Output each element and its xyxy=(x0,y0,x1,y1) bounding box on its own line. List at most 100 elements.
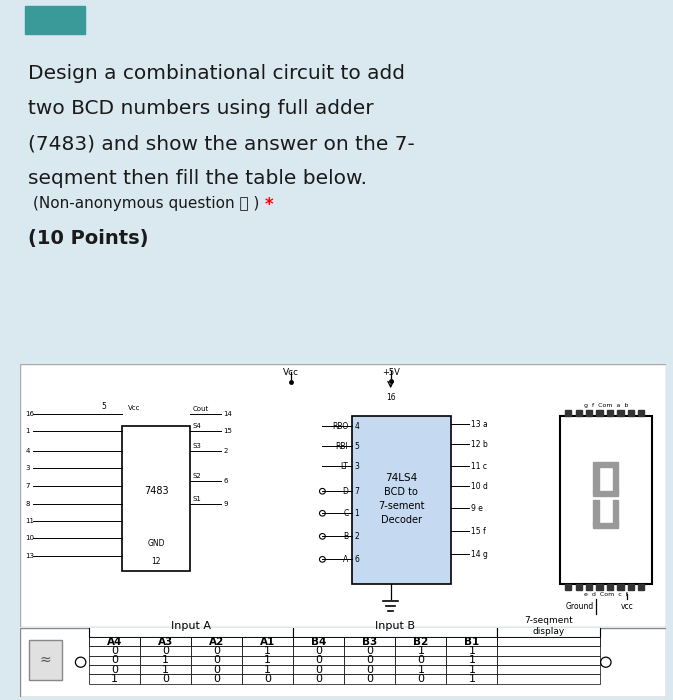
Bar xyxy=(497,637,600,647)
Text: S4: S4 xyxy=(192,423,201,429)
Text: 0: 0 xyxy=(366,646,374,656)
Text: 2: 2 xyxy=(223,448,227,454)
Bar xyxy=(293,647,345,656)
Text: 8: 8 xyxy=(26,501,30,508)
Text: (7483) and show the answer on the 7-: (7483) and show the answer on the 7- xyxy=(28,134,415,153)
Text: GND: GND xyxy=(147,539,165,548)
Bar xyxy=(617,584,624,590)
Text: 6: 6 xyxy=(223,478,228,484)
Bar xyxy=(191,647,242,656)
Bar xyxy=(89,637,140,647)
Text: (10 Points): (10 Points) xyxy=(28,229,149,248)
Text: g  f  Com  a  b: g f Com a b xyxy=(583,403,628,408)
Text: *: * xyxy=(265,196,274,214)
Bar xyxy=(293,656,345,665)
Bar xyxy=(638,584,644,590)
Text: A: A xyxy=(343,555,349,564)
Bar xyxy=(607,584,613,590)
Bar xyxy=(594,467,598,492)
Bar xyxy=(575,584,582,590)
Bar xyxy=(140,656,191,665)
Bar xyxy=(293,665,345,674)
Bar xyxy=(191,656,242,665)
Text: 0: 0 xyxy=(417,655,425,666)
Text: 0: 0 xyxy=(162,646,169,656)
Text: e  d  Com  c  f: e d Com c f xyxy=(584,592,628,597)
Text: RBO: RBO xyxy=(332,421,349,430)
Bar xyxy=(596,410,603,416)
Text: 1: 1 xyxy=(355,509,359,518)
Bar xyxy=(497,665,600,674)
Bar xyxy=(446,637,497,647)
Bar xyxy=(191,637,242,647)
Bar xyxy=(575,410,582,416)
Bar xyxy=(345,637,395,647)
Bar xyxy=(140,674,191,684)
Bar xyxy=(89,674,140,684)
Text: RBI: RBI xyxy=(336,442,349,451)
Text: B3: B3 xyxy=(362,637,378,647)
Text: BCD to: BCD to xyxy=(384,487,418,497)
Text: 2: 2 xyxy=(355,532,359,541)
Text: 14 g: 14 g xyxy=(471,550,489,559)
Bar xyxy=(242,674,293,684)
Bar xyxy=(242,647,293,656)
Text: LT: LT xyxy=(341,462,349,470)
Text: 0: 0 xyxy=(315,646,322,656)
Bar xyxy=(594,500,598,525)
Text: Input B: Input B xyxy=(376,621,415,631)
Text: B: B xyxy=(343,532,349,541)
Bar xyxy=(89,665,140,674)
Text: S3: S3 xyxy=(192,443,201,449)
Bar xyxy=(628,584,634,590)
Text: 3: 3 xyxy=(26,466,30,471)
Text: 0: 0 xyxy=(315,665,322,675)
Text: A2: A2 xyxy=(209,637,224,647)
Text: 6: 6 xyxy=(355,555,359,564)
Text: 7483: 7483 xyxy=(144,486,168,496)
Bar xyxy=(140,665,191,674)
Bar xyxy=(122,426,190,571)
Text: 1: 1 xyxy=(26,428,30,434)
Bar xyxy=(89,656,140,665)
Text: B1: B1 xyxy=(464,637,480,647)
Text: 0: 0 xyxy=(366,674,374,684)
Text: 16: 16 xyxy=(386,393,396,402)
Text: 1: 1 xyxy=(417,646,425,656)
Bar xyxy=(345,665,395,674)
Text: 1: 1 xyxy=(417,665,425,675)
Text: 14: 14 xyxy=(223,411,232,417)
Text: 11 c: 11 c xyxy=(471,462,487,470)
Text: 74LS4: 74LS4 xyxy=(385,473,417,483)
Text: 4: 4 xyxy=(26,448,30,454)
Text: +5V: +5V xyxy=(382,368,400,377)
Bar xyxy=(446,647,497,656)
Bar xyxy=(446,656,497,665)
Text: 15: 15 xyxy=(223,428,232,434)
Text: B4: B4 xyxy=(311,637,326,647)
Text: 10: 10 xyxy=(26,536,34,541)
Text: 7-sement: 7-sement xyxy=(378,501,424,511)
Bar xyxy=(191,674,242,684)
Text: 0: 0 xyxy=(315,655,322,666)
Bar xyxy=(596,584,603,590)
Bar xyxy=(594,491,618,496)
Text: 7-seqment
display: 7-seqment display xyxy=(524,616,573,636)
Text: S1: S1 xyxy=(192,496,201,503)
Bar xyxy=(242,665,293,674)
Bar xyxy=(617,410,624,416)
Bar xyxy=(395,665,446,674)
Text: 0: 0 xyxy=(162,674,169,684)
Text: 1: 1 xyxy=(264,655,271,666)
Text: 5: 5 xyxy=(355,442,359,451)
Bar xyxy=(497,647,600,656)
Text: A4: A4 xyxy=(107,637,122,647)
Bar xyxy=(395,656,446,665)
Text: 0: 0 xyxy=(111,665,118,675)
Bar xyxy=(293,615,497,637)
Bar xyxy=(560,416,651,584)
Text: Cout: Cout xyxy=(192,406,209,412)
Text: 0: 0 xyxy=(315,674,322,684)
Text: 1: 1 xyxy=(264,665,271,675)
Text: 1: 1 xyxy=(468,655,475,666)
